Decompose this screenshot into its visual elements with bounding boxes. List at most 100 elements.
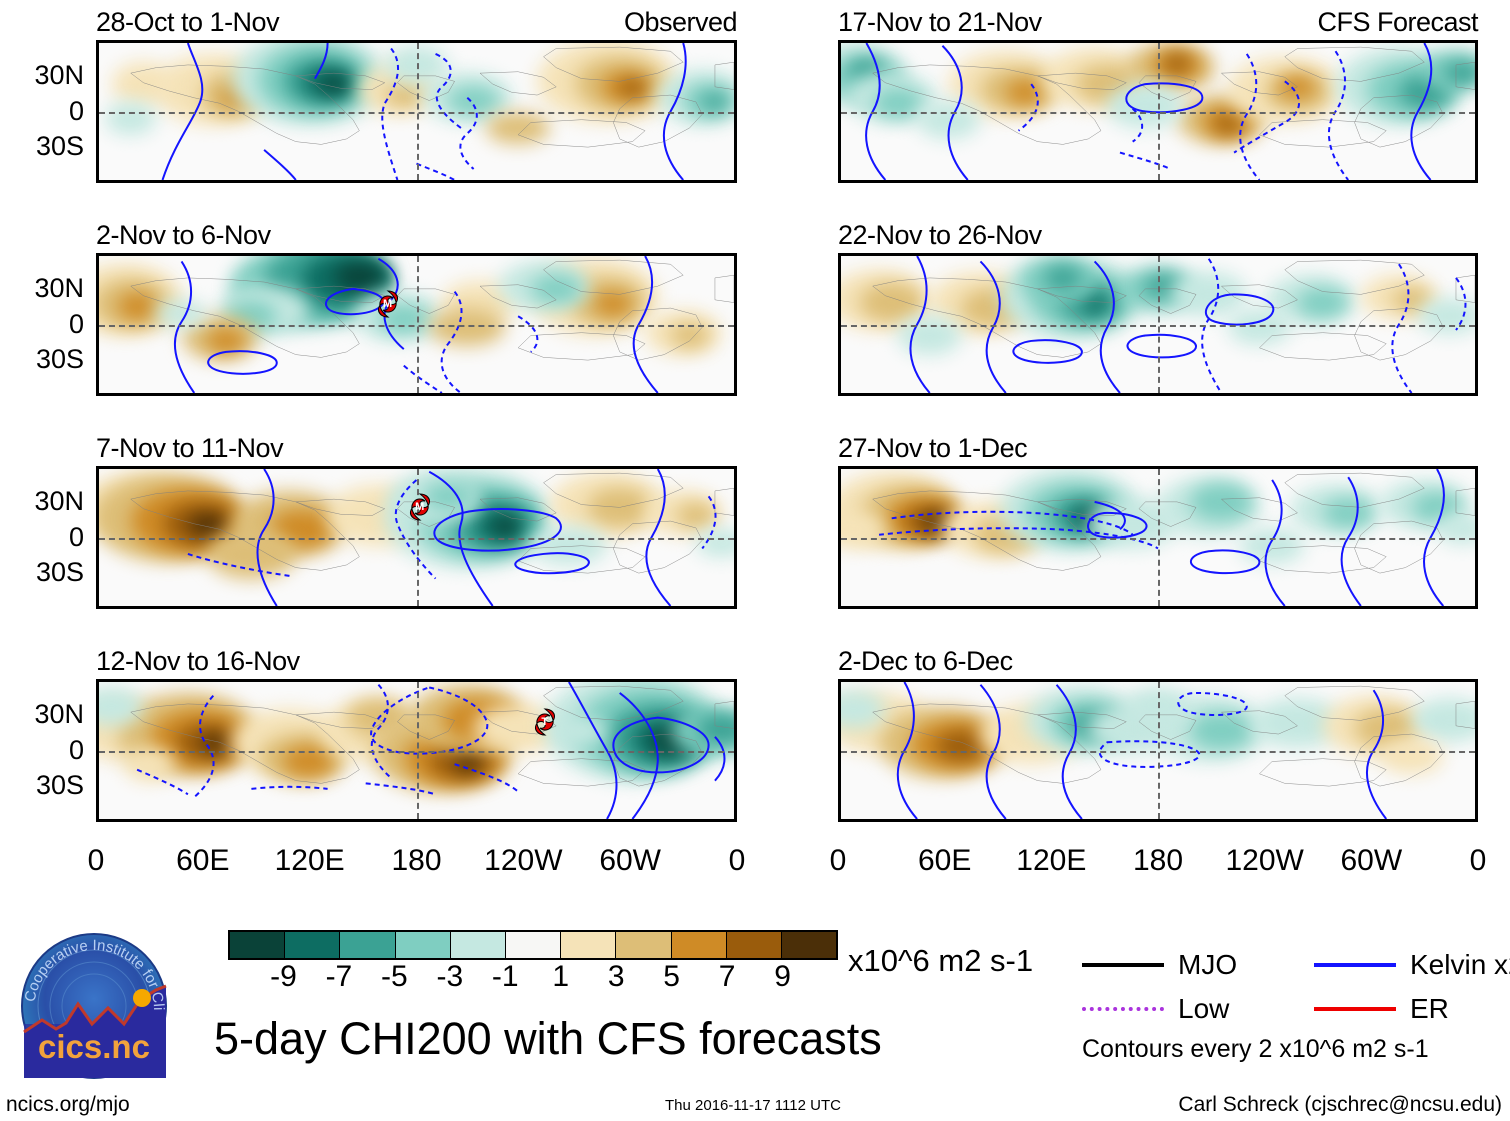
x-tick-top-obs-4-20 [450, 679, 453, 682]
x-tick-fcst-4-9 [998, 819, 1001, 822]
x-tick-obs-1-20 [450, 180, 453, 183]
footer-url[interactable]: ncics.org/mjo [6, 1093, 130, 1116]
x-tick-obs-2-16 [380, 393, 383, 396]
footer-author[interactable]: Carl Schreck (cjschrec@ncsu.edu) [1178, 1093, 1502, 1116]
x-tick-top-fcst-3-31 [1385, 466, 1388, 469]
x-tick-top-fcst-4-4 [910, 679, 913, 682]
x-tick-top-fcst-2-15 [1104, 253, 1107, 256]
x-tick-top-fcst-3-0 [840, 466, 843, 469]
x-tick-obs-4-32 [662, 819, 665, 822]
x-tick-obs-1-2 [133, 180, 136, 183]
x-tick-fcst-4-25 [1280, 819, 1283, 822]
x-tick-obs-2-26 [556, 393, 559, 396]
x-tick-fcst-3-9 [998, 606, 1001, 609]
y-axis-label-obs-3-1: 0 [68, 521, 84, 552]
x-axis-label-left-6: 0 [728, 844, 746, 877]
x-tick-top-fcst-2-16 [1121, 253, 1124, 256]
x-tick-top-obs-1-6 [203, 40, 206, 43]
x-tick-obs-4-3 [150, 819, 153, 822]
x-tick-fcst-4-33 [1421, 819, 1424, 822]
x-tick-obs-2-5 [186, 393, 189, 396]
x-tick-obs-2-22 [486, 393, 489, 396]
x-tick-obs-3-24 [521, 606, 524, 609]
x-tick-top-fcst-3-12 [1051, 466, 1054, 469]
coastlines-fcst-1 [841, 43, 1475, 180]
x-tick-fcst-4-34 [1438, 819, 1441, 822]
colorbar-tick-label-5: 1 [552, 960, 570, 993]
colorbar-segment-0 [230, 932, 286, 958]
x-tick-obs-2-20 [450, 393, 453, 396]
x-tick-obs-4-21 [468, 819, 471, 822]
x-tick-top-obs-2-19 [433, 253, 436, 256]
x-tick-top-obs-1-2 [133, 40, 136, 43]
x-tick-obs-2-18 [415, 393, 418, 396]
x-tick-fcst-3-6 [945, 606, 948, 609]
y-tick-obs-1-1 [96, 112, 99, 115]
dateline-fcst-4 [1158, 682, 1160, 819]
y-axis-label-obs-3-0: 30N [34, 485, 84, 516]
x-tick-fcst-4-17 [1139, 819, 1142, 822]
x-tick-top-obs-2-31 [644, 253, 647, 256]
x-tick-obs-3-12 [309, 606, 312, 609]
x-tick-top-fcst-1-1 [857, 40, 860, 43]
x-tick-obs-2-21 [468, 393, 471, 396]
x-tick-top-obs-2-26 [556, 253, 559, 256]
x-tick-top-fcst-1-36 [1474, 40, 1477, 43]
dateline-obs-1 [416, 43, 419, 180]
y-tick-fcst-2-0 [838, 290, 841, 293]
x-tick-obs-2-4 [168, 393, 171, 396]
x-tick-fcst-2-9 [998, 393, 1001, 396]
panel-title-fcst-1: 17-Nov to 21-Nov [838, 7, 1042, 37]
x-tick-top-fcst-2-19 [1174, 253, 1177, 256]
y-tick-right-fcst-2-0 [1475, 290, 1478, 293]
x-tick-obs-2-30 [627, 393, 630, 396]
x-tick-top-obs-1-12 [309, 40, 312, 43]
x-tick-top-fcst-1-5 [928, 40, 931, 43]
coastlines-fcst-4 [841, 682, 1475, 819]
x-tick-fcst-3-16 [1121, 606, 1124, 609]
x-tick-fcst-3-2 [875, 606, 878, 609]
legend-label-mjo: MJO [1178, 949, 1238, 980]
x-tick-fcst-3-36 [1474, 606, 1477, 609]
y-tick-obs-3-2 [96, 572, 99, 575]
x-tick-obs-2-36 [733, 393, 736, 396]
contours-obs-4 [99, 682, 734, 819]
map-field-fcst-2 [841, 256, 1475, 393]
x-tick-top-obs-2-16 [380, 253, 383, 256]
y-axis-label-obs-1-2: 30S [35, 131, 84, 162]
x-tick-top-obs-2-22 [486, 253, 489, 256]
x-tick-top-obs-2-2 [133, 253, 136, 256]
x-tick-obs-2-15 [362, 393, 365, 396]
y-tick-obs-3-0 [96, 503, 99, 506]
x-tick-top-obs-3-12 [309, 466, 312, 469]
x-tick-top-obs-4-23 [503, 679, 506, 682]
x-tick-obs-3-34 [697, 606, 700, 609]
x-tick-obs-4-17 [397, 819, 400, 822]
x-tick-fcst-3-26 [1297, 606, 1300, 609]
x-tick-top-fcst-3-36 [1474, 466, 1477, 469]
colorbar-tick-label-8: 7 [718, 960, 736, 993]
legend-label-kelvin-x2: Kelvin x2 [1410, 949, 1510, 980]
x-tick-top-fcst-1-30 [1368, 40, 1371, 43]
x-tick-fcst-4-19 [1174, 819, 1177, 822]
map-field-obs-3 [99, 469, 734, 606]
x-tick-fcst-1-18 [1157, 180, 1160, 183]
x-tick-fcst-1-23 [1245, 180, 1248, 183]
x-tick-fcst-4-28 [1333, 819, 1336, 822]
x-tick-top-fcst-4-19 [1174, 679, 1177, 682]
x-tick-top-obs-4-3 [150, 679, 153, 682]
x-tick-top-obs-2-21 [468, 253, 471, 256]
column-header-right: CFS Forecast [1317, 7, 1478, 37]
x-tick-obs-2-34 [697, 393, 700, 396]
footer-timestamp: Thu 2016-11-17 1112 UTC [665, 1097, 841, 1114]
map-panel-fcst-1 [838, 40, 1478, 183]
x-tick-top-fcst-3-17 [1139, 466, 1142, 469]
x-tick-top-obs-1-22 [486, 40, 489, 43]
x-tick-top-obs-3-7 [221, 466, 224, 469]
x-tick-obs-4-18 [415, 819, 418, 822]
x-tick-top-obs-4-34 [697, 679, 700, 682]
x-tick-obs-2-31 [644, 393, 647, 396]
colorbar-tick-label-7: 5 [663, 960, 680, 993]
x-tick-top-obs-3-18 [415, 466, 418, 469]
x-tick-top-fcst-3-32 [1403, 466, 1406, 469]
